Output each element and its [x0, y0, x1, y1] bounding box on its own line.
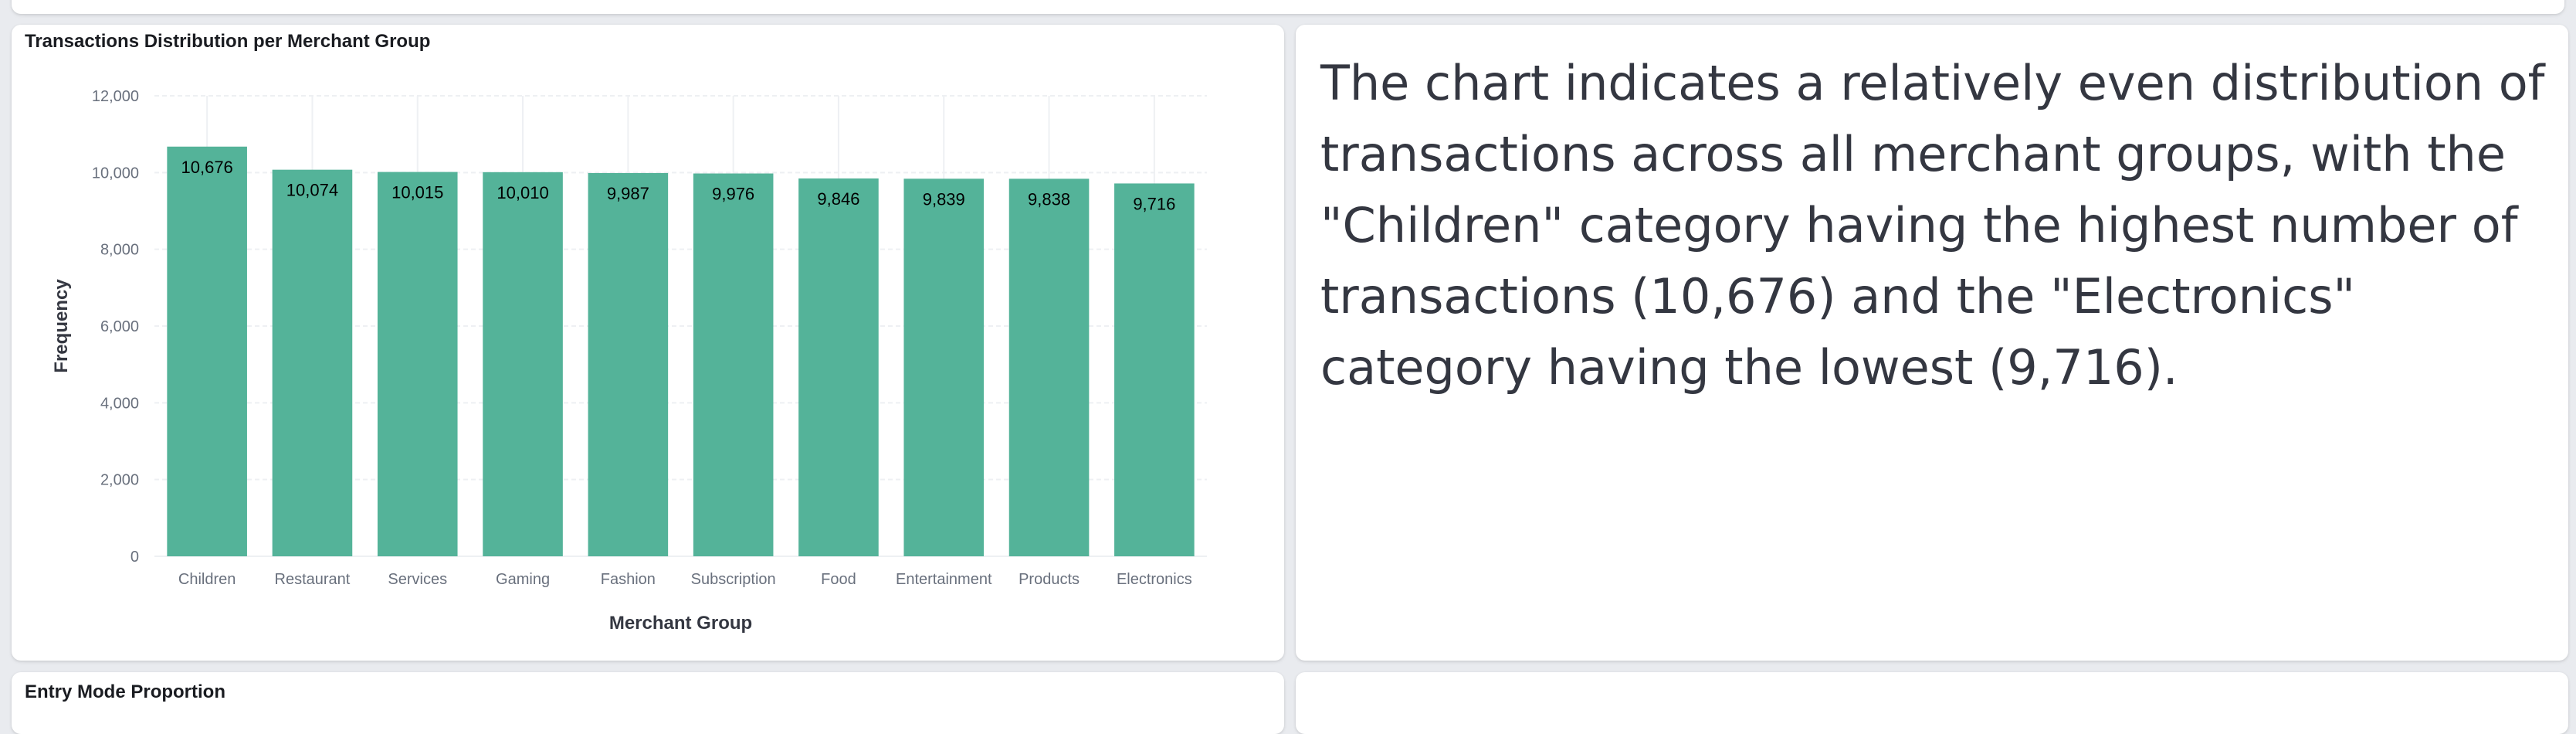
x-tick-label: Food — [821, 571, 856, 588]
bar-entertainment — [903, 178, 985, 557]
y-tick-label: 4,000 — [100, 395, 139, 412]
x-tick-label: Services — [388, 571, 447, 588]
y-tick-label: 12,000 — [92, 88, 139, 105]
x-tick-label: Fashion — [601, 571, 656, 588]
chart-panel: Transactions Distribution per Merchant G… — [12, 25, 1284, 661]
bar-value-label: 10,676 — [181, 158, 233, 177]
y-tick-label: 10,000 — [92, 165, 139, 182]
y-tick-label: 2,000 — [100, 472, 139, 489]
bar-subscription — [693, 173, 774, 556]
x-axis-title: Merchant Group — [609, 613, 752, 634]
y-tick-label: 0 — [130, 549, 139, 566]
bar-restaurant — [272, 169, 353, 556]
bar-value-label: 10,010 — [497, 183, 548, 202]
bar-services — [377, 172, 458, 557]
bar-value-label: 9,716 — [1133, 194, 1175, 213]
chart-panel-title: Transactions Distribution per Merchant G… — [25, 31, 431, 52]
bottom-right-panel — [1296, 672, 2568, 734]
bar-value-label: 10,074 — [286, 181, 338, 200]
bar-value-label: 9,987 — [607, 184, 649, 203]
bar-value-label: 9,846 — [817, 189, 859, 209]
bar-children — [167, 146, 247, 556]
x-tick-label: Restaurant — [275, 571, 351, 588]
y-tick-label: 6,000 — [100, 318, 139, 335]
bar-chart: 0 2,000 4,000 6,000 8,000 10,000 12,000 10,676 C… — [51, 88, 1207, 634]
bar-electronics — [1114, 183, 1195, 556]
bar-value-label: 9,976 — [712, 185, 754, 204]
x-tick-label: Products — [1019, 571, 1080, 588]
bar-fashion — [588, 172, 669, 556]
y-tick-label: 8,000 — [100, 242, 139, 259]
y-axis-title: Frequency — [51, 279, 72, 373]
bar-value-label: 9,839 — [923, 189, 965, 209]
x-tick-label: Subscription — [691, 571, 776, 588]
bar-value-label: 10,015 — [391, 183, 443, 202]
bar-food — [798, 178, 879, 556]
entry-mode-panel-title: Entry Mode Proportion — [25, 681, 225, 702]
x-tick-label: Gaming — [496, 571, 550, 588]
top-panel — [12, 0, 2564, 14]
insight-text: The chart indicates a relatively even di… — [1320, 55, 2545, 396]
x-tick-label: Entertainment — [896, 571, 992, 588]
insight-panel: The chart indicates a relatively even di… — [1296, 25, 2568, 661]
bar-value-label: 9,838 — [1028, 189, 1070, 209]
bar-products — [1008, 178, 1090, 556]
entry-mode-panel: Entry Mode Proportion — [12, 672, 1284, 734]
x-tick-label: Children — [178, 571, 236, 588]
bar-gaming — [483, 172, 563, 556]
x-tick-label: Electronics — [1117, 571, 1192, 588]
